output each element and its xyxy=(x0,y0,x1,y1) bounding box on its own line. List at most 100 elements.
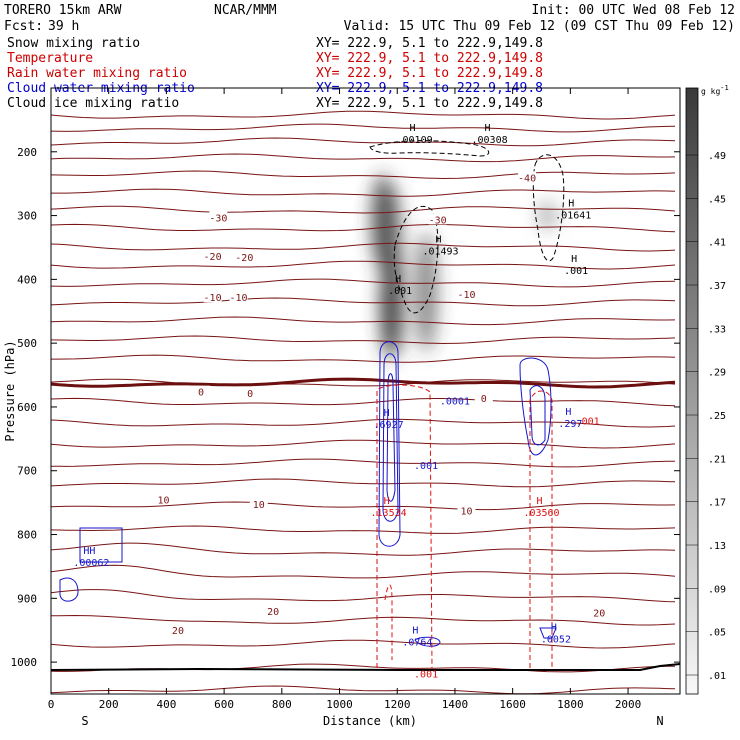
isotherm-label: -10 xyxy=(457,290,475,301)
isotherm-label: -10 xyxy=(230,293,248,304)
x-tick-label: 200 xyxy=(99,698,119,711)
temperature-isotherms xyxy=(51,110,680,694)
isotherm-label-bg xyxy=(264,605,283,617)
cloud-water-contour xyxy=(386,373,396,502)
isotherm-label-bg xyxy=(235,251,254,263)
cloud-ice-contours xyxy=(369,140,565,314)
isotherm-label-bg xyxy=(209,211,228,223)
isotherm-label-bg xyxy=(428,213,447,225)
isotherm-label-bg xyxy=(192,385,211,397)
isotherm xyxy=(51,316,676,326)
isotherm-label: 0 xyxy=(247,389,253,400)
isotherm xyxy=(51,223,676,233)
cloud-water-contour xyxy=(382,353,399,522)
isotherm-label: -10 xyxy=(204,293,222,304)
north-label: N xyxy=(656,714,663,728)
extremum-value: .00109 xyxy=(396,135,432,146)
isotherm-label-bg xyxy=(203,249,222,261)
extremum-marker: H xyxy=(410,123,416,134)
isotherm xyxy=(51,170,676,180)
extremum-marker: H xyxy=(536,496,542,507)
extremum-value: .00308 xyxy=(472,135,508,146)
extremum-value: .001 xyxy=(414,670,438,681)
colorbar-labels: .49 .45 .41 .37 .33 .29 .25 .21 .17 .13 .09 .05 .01 xyxy=(686,151,726,682)
x-tick-label: 600 xyxy=(214,698,234,711)
extremum-marker: H xyxy=(436,235,442,246)
isotherm xyxy=(51,478,676,488)
isotherm-label-bg xyxy=(203,291,222,303)
colorbar-label: .25 xyxy=(708,411,726,422)
extremum-marker: H xyxy=(485,123,491,134)
x-tick-label: 1600 xyxy=(499,698,526,711)
extremum-marker: H xyxy=(568,198,574,209)
isotherm xyxy=(51,242,676,252)
y-tick-label: 800 xyxy=(17,529,37,542)
y-tick-label: 1000 xyxy=(11,656,38,669)
isotherm xyxy=(51,137,676,147)
extremum-value: .01493 xyxy=(422,247,458,258)
isotherm xyxy=(51,685,676,694)
isotherm-label: 20 xyxy=(172,626,184,637)
isotherm xyxy=(51,439,676,449)
isotherm-label: -30 xyxy=(429,215,447,226)
extremum-value: .03560 xyxy=(523,508,559,519)
isotherm-label: 10 xyxy=(460,506,472,517)
x-axis-title: Distance (km) xyxy=(323,714,417,728)
isotherm xyxy=(51,188,676,197)
cloud-water-contour xyxy=(79,527,123,563)
isotherm-label: 20 xyxy=(593,608,605,619)
cloud-water-contours xyxy=(59,341,557,647)
isotherm xyxy=(51,525,676,534)
isotherm xyxy=(51,378,676,387)
field-name: Cloud ice mixing ratio xyxy=(7,96,179,111)
isotherm-label-bg xyxy=(168,624,187,636)
field-xy: XY= 222.9, 5.1 to 222.9,149.8 xyxy=(316,96,543,111)
isotherm xyxy=(51,205,676,214)
cloud-water-contour xyxy=(529,385,546,446)
y-tick-label: 700 xyxy=(17,465,37,478)
cloud-ice-contour xyxy=(393,205,439,314)
isotherm-label: 0 xyxy=(481,394,487,405)
isotherm-label-bg xyxy=(249,497,268,509)
isotherm-label-bg xyxy=(241,386,260,398)
cloud-water-contour xyxy=(414,636,441,647)
snow-shading-group xyxy=(371,173,557,359)
x-tick-label: 800 xyxy=(272,698,292,711)
chart-labels: -40 -30 -30 -20 -20 -10 -10 -10 0 0 0 10 10 10 20 20 20 H… xyxy=(73,123,609,681)
y-tick-label: 400 xyxy=(17,273,37,286)
isotherm xyxy=(51,418,676,428)
isotherm-label: 10 xyxy=(253,500,265,511)
extremum-marker: H xyxy=(571,254,577,265)
isotherm-label: 10 xyxy=(158,495,170,506)
isotherm-label-bg xyxy=(590,606,609,618)
x-tick-label: 1000 xyxy=(326,698,353,711)
org-title: NCAR/MMM xyxy=(214,3,277,18)
colorbar-label: .05 xyxy=(708,628,726,639)
extremum-value: .0001 xyxy=(440,397,470,408)
colorbar-label: .17 xyxy=(708,498,726,509)
cloud-ice-contour xyxy=(369,140,490,157)
field-xy: XY= 222.9, 5.1 to 222.9,149.8 xyxy=(316,36,543,51)
valid-time: Valid: 15 UTC Thu 09 Feb 12 (09 CST Thu … xyxy=(344,19,735,34)
field-name: Temperature xyxy=(7,51,93,66)
rain-contour xyxy=(376,384,433,669)
snow-north xyxy=(538,201,557,230)
extremum-marker: H xyxy=(384,496,390,507)
colorbar-label: .49 xyxy=(708,151,726,162)
field-xy: XY= 222.9, 5.1 to 222.9,149.8 xyxy=(316,51,543,66)
extremum-value: .297 xyxy=(558,419,582,430)
south-label: S xyxy=(81,714,88,728)
isotherm xyxy=(51,501,676,511)
isotherm-label: -20 xyxy=(235,253,253,264)
isotherm xyxy=(51,153,676,163)
rain-contour xyxy=(384,584,393,660)
x-tick-label: 1800 xyxy=(557,698,584,711)
isotherm-label-bg xyxy=(154,493,173,505)
cloud-water-contour xyxy=(378,341,401,547)
isotherm xyxy=(51,458,675,468)
cloud-water-contour xyxy=(519,357,552,456)
isotherm xyxy=(51,297,676,307)
field-name: Snow mixing ratio xyxy=(7,36,140,51)
field-xy: XY= 222.9, 5.1 to 222.9,149.8 xyxy=(316,66,543,81)
isotherm-label-bg xyxy=(229,291,248,303)
